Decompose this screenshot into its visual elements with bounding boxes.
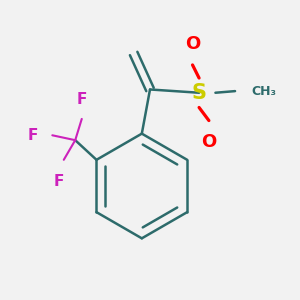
Text: O: O (185, 35, 200, 53)
Text: S: S (192, 83, 207, 103)
Text: CH₃: CH₃ (251, 85, 276, 98)
Text: F: F (28, 128, 38, 143)
Text: O: O (201, 133, 217, 151)
Text: F: F (76, 92, 87, 107)
Text: F: F (54, 174, 64, 189)
